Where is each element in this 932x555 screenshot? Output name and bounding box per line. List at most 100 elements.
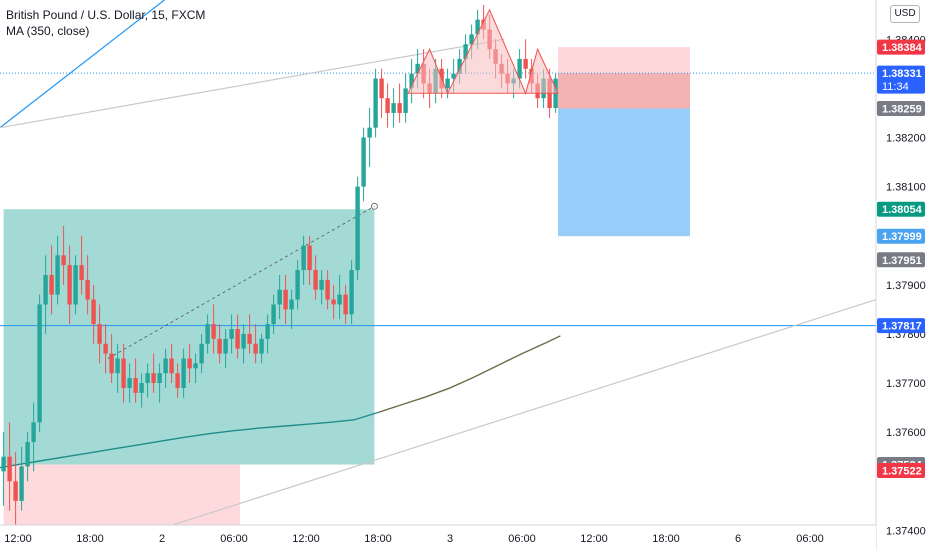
price-label: 1.38384 [877, 40, 925, 55]
candle-body [43, 275, 47, 304]
candle-body [289, 300, 293, 310]
candle [409, 59, 413, 103]
candle-body [85, 280, 89, 300]
candle-body [223, 339, 227, 354]
price-label: 1.37522 [877, 463, 925, 478]
candle [523, 39, 527, 78]
candle-body [163, 358, 167, 373]
candle-body [49, 275, 53, 295]
y-tick-label: 1.38200 [886, 133, 926, 145]
candle [391, 88, 395, 127]
candle-body [133, 378, 137, 393]
moving-average-line-recent [378, 336, 560, 413]
candle-body [445, 79, 449, 89]
candle-body [67, 265, 71, 304]
candle-body [181, 358, 185, 387]
short-stop-filled-zone [558, 73, 690, 108]
price-label-countdown: 11:34 [882, 81, 909, 93]
x-tick-label: 06:00 [220, 533, 248, 545]
indicator-label: MA (350, close) [6, 23, 205, 39]
short-stop-zone [558, 47, 690, 73]
candle-body [205, 324, 209, 344]
candle-body [1, 457, 5, 472]
candle-body [391, 103, 395, 113]
candle-body [25, 442, 29, 467]
price-label: 1.38259 [877, 101, 925, 116]
currency-button[interactable]: USD [890, 5, 920, 23]
candle-body [361, 138, 365, 187]
price-label: 1.3833111:34 [877, 66, 925, 94]
y-tick-label: 1.37400 [886, 525, 926, 537]
candle-body [151, 373, 155, 383]
candle-body [169, 358, 173, 373]
candle-body [397, 103, 401, 113]
candle-body [271, 304, 275, 324]
price-label-text: 1.38331 [882, 68, 922, 80]
candle-body [355, 187, 359, 270]
pattern-shape [408, 10, 558, 93]
x-tick-label: 06:00 [796, 533, 824, 545]
x-tick-label: 06:00 [508, 533, 536, 545]
candle-body [331, 300, 335, 305]
candle-body [109, 354, 113, 374]
x-tick-label: 18:00 [652, 533, 680, 545]
candle [379, 69, 383, 118]
x-tick-label: 12:00 [4, 533, 32, 545]
long-stop-zone [4, 465, 240, 525]
candle [397, 83, 401, 122]
candle-body [55, 255, 59, 294]
candle-body [145, 373, 149, 383]
candle-body [349, 270, 353, 314]
symbol-title: British Pound / U.S. Dollar, 15, FXCM [6, 7, 205, 23]
short-target-zone [558, 109, 690, 237]
candle-body [319, 280, 323, 290]
candle-body [229, 329, 233, 339]
candle-body [301, 246, 305, 271]
candle-body [367, 128, 371, 138]
candle-body [187, 358, 191, 368]
candle-body [253, 344, 257, 354]
time-axis-background [0, 525, 876, 550]
candle [373, 69, 377, 138]
candle-body [385, 98, 389, 113]
price-label-text: 1.38259 [882, 104, 922, 116]
candle-body [97, 324, 101, 344]
price-label-text: 1.37999 [882, 231, 922, 243]
candle-body [265, 324, 269, 339]
price-label: 1.37999 [877, 229, 925, 244]
candle [367, 108, 371, 167]
price-label: 1.37817 [877, 318, 925, 333]
candle [403, 74, 407, 123]
candle-body [235, 329, 239, 349]
price-label-text: 1.37951 [882, 255, 922, 267]
candle-body [121, 358, 125, 387]
candle-body [325, 280, 329, 300]
candle-body [217, 339, 221, 354]
candle-body [13, 481, 17, 501]
price-label: 1.37951 [877, 252, 925, 267]
y-tick-label: 1.37900 [886, 280, 926, 292]
candle-body [91, 300, 95, 325]
candle-body [61, 255, 65, 265]
candle-body [73, 265, 77, 304]
x-tick-label: 3 [447, 533, 453, 545]
candle-body [79, 265, 83, 280]
price-label-text: 1.38384 [882, 42, 923, 54]
candle-body [157, 373, 161, 383]
candle-body [373, 79, 377, 128]
candle-body [115, 358, 119, 373]
y-tick-label: 1.37600 [886, 427, 926, 439]
x-tick-label: 12:00 [292, 533, 320, 545]
price-label-text: 1.37817 [882, 321, 922, 333]
candle [385, 83, 389, 127]
x-tick-label: 6 [735, 533, 741, 545]
y-tick-label: 1.37700 [886, 378, 926, 390]
candle-body [7, 457, 11, 482]
candle-body [19, 467, 23, 501]
x-tick-label: 18:00 [76, 533, 104, 545]
candle-body [343, 295, 347, 315]
price-label-text: 1.38054 [882, 204, 923, 216]
x-tick-label: 12:00 [580, 533, 608, 545]
